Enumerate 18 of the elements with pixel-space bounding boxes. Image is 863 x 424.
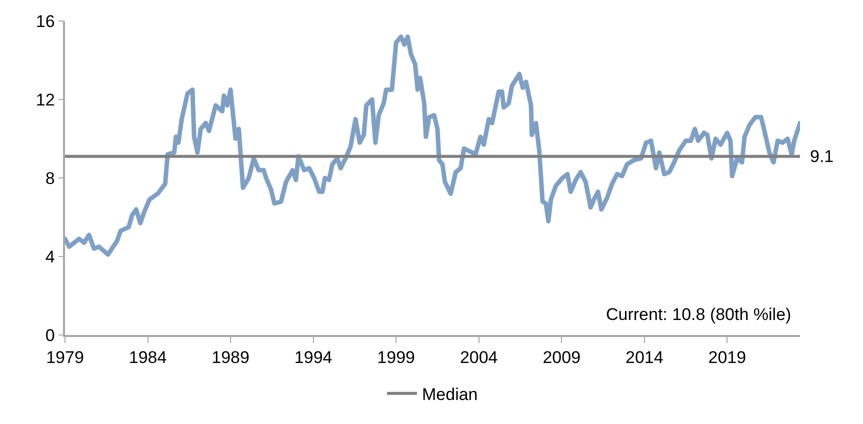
x-tick-label: 2019: [708, 348, 746, 368]
x-tick-label: 1979: [46, 348, 84, 368]
x-tick-label: 2014: [625, 348, 664, 368]
x-tick-label: 2009: [542, 348, 581, 368]
legend-label: Median: [422, 385, 478, 404]
x-tick-label: 2004: [460, 348, 498, 368]
x-tick-label: 1984: [128, 348, 167, 368]
annotation: 9.1: [810, 147, 834, 166]
x-tick-label: 1994: [294, 348, 332, 368]
x-tick-label: 1989: [212, 348, 250, 368]
line-series: [65, 34, 800, 257]
x-tick-label: 1999: [377, 348, 415, 368]
annotation: Current: 10.8 (80th %ile): [606, 305, 792, 324]
y-tick-label: 12: [36, 90, 55, 110]
y-tick-label: 16: [36, 12, 55, 31]
y-tick-label: 4: [45, 247, 55, 266]
y-tick-label: 8: [45, 168, 55, 188]
y-tick-label: 0: [45, 326, 55, 345]
